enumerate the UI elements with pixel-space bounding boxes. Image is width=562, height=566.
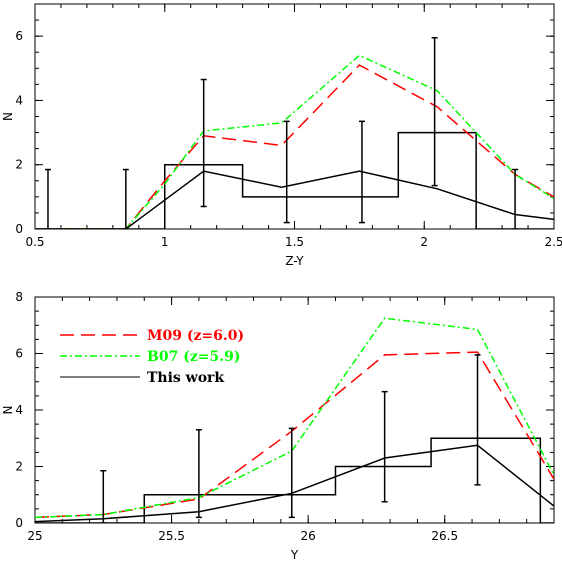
plot-area bbox=[35, 37, 554, 229]
x-tick-label: 26.5 bbox=[431, 529, 458, 543]
x-tick-label: 2.5 bbox=[544, 235, 562, 249]
x-tick-label: 2 bbox=[420, 235, 428, 249]
histogram-bars bbox=[35, 131, 554, 229]
y-tick-label: 2 bbox=[15, 158, 23, 172]
histogram-bars bbox=[35, 437, 554, 523]
x-tick-label: 26 bbox=[301, 529, 316, 543]
x-axis-label: Y bbox=[290, 548, 299, 562]
y-tick-label: 2 bbox=[15, 460, 23, 474]
x-tick-label: 1 bbox=[161, 235, 169, 249]
x-axis-label: Z-Y bbox=[285, 254, 304, 268]
series-line-dash-dot bbox=[35, 317, 554, 519]
series-line-solid bbox=[35, 444, 554, 523]
y-tick-label: 0 bbox=[15, 516, 23, 530]
y-tick-label: 8 bbox=[15, 290, 23, 304]
y-tick-label: 4 bbox=[15, 93, 23, 107]
y-axis-label: N bbox=[1, 406, 15, 415]
y-tick-label: 6 bbox=[15, 29, 23, 43]
x-tick-label: 25.5 bbox=[158, 529, 185, 543]
plot-frame bbox=[34, 296, 555, 524]
series-line-dash-dot bbox=[35, 54, 554, 229]
y-tick-label: 4 bbox=[15, 403, 23, 417]
x-tick-label: 0.5 bbox=[25, 235, 44, 249]
y-axis-label: N bbox=[1, 112, 15, 121]
x-tick-label: 1.5 bbox=[285, 235, 304, 249]
chart-panel-2: 25 25.5 26 26.5 0 2 4 6 8 Y N M09 (z=6.0) B07 (z=5.9… bbox=[1, 290, 555, 562]
y-tick-label: 6 bbox=[15, 347, 23, 361]
plot-area bbox=[35, 317, 554, 523]
legend-label: B07 (z=5.9) bbox=[147, 349, 240, 365]
chart-panel-1: 0.5 1 1.5 2 2.5 0 2 4 6 Z-Y N bbox=[1, 3, 562, 268]
x-tick-label: 25 bbox=[27, 529, 42, 543]
y-tick-label: 0 bbox=[15, 222, 23, 236]
legend-label: This work bbox=[147, 370, 224, 386]
legend-label: M09 (z=6.0) bbox=[147, 328, 244, 344]
series-line-solid bbox=[35, 170, 554, 229]
